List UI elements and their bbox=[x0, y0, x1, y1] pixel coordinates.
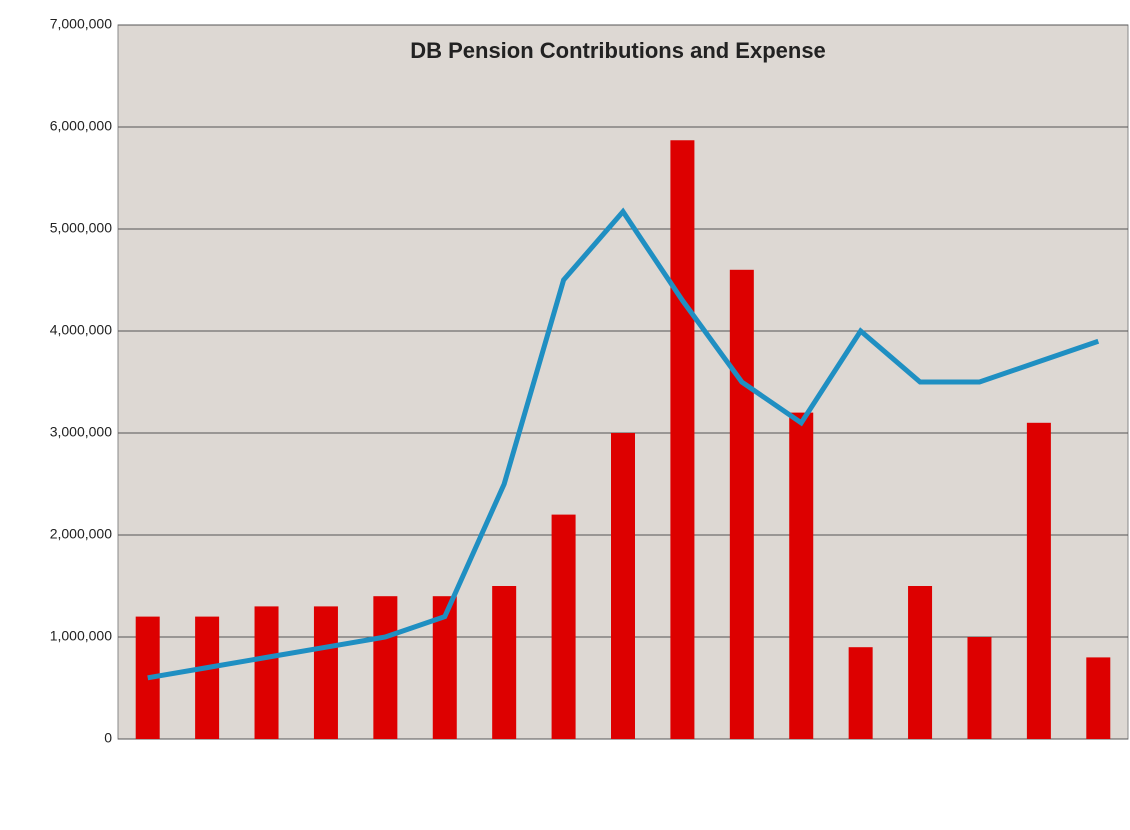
bar bbox=[611, 433, 635, 739]
bar bbox=[1086, 657, 1111, 739]
bar bbox=[908, 586, 933, 739]
bar bbox=[848, 647, 873, 739]
line bbox=[147, 207, 1100, 681]
y-tick-label: 0 bbox=[104, 730, 112, 746]
bar bbox=[789, 412, 814, 739]
bar bbox=[373, 596, 398, 739]
bar bbox=[729, 269, 754, 739]
y-tick-label: 7,000,000 bbox=[50, 16, 112, 32]
y-tick-label: 3,000,000 bbox=[50, 424, 112, 440]
bar bbox=[492, 586, 517, 739]
bar bbox=[670, 140, 695, 739]
y-tick-label: 4,000,000 bbox=[50, 322, 112, 338]
bar bbox=[313, 606, 338, 739]
bar bbox=[254, 606, 279, 739]
chart-title: DB Pension Contributions and Expense bbox=[410, 38, 826, 63]
bar bbox=[967, 637, 992, 739]
bar bbox=[195, 616, 220, 739]
bar bbox=[551, 514, 576, 739]
bar bbox=[1026, 422, 1051, 739]
y-tick-label: 1,000,000 bbox=[50, 628, 112, 644]
y-tick-label: 5,000,000 bbox=[50, 220, 112, 236]
y-tick-label: 6,000,000 bbox=[50, 118, 112, 134]
y-tick-label: 2,000,000 bbox=[50, 526, 112, 542]
